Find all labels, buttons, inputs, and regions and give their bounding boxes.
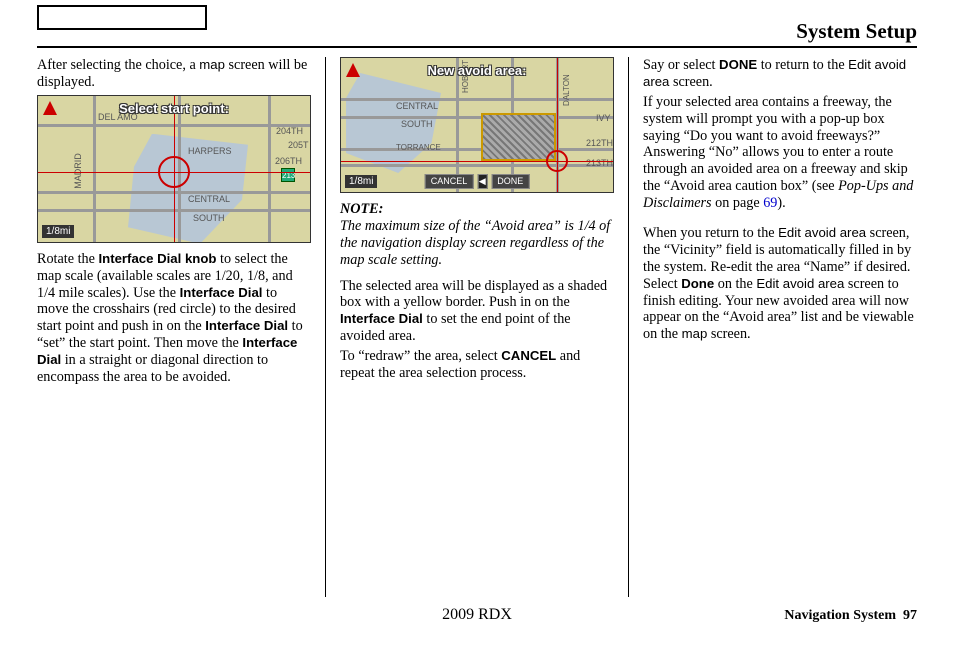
ui-term-map: map bbox=[682, 326, 708, 341]
ui-term-knob: Interface Dial knob bbox=[98, 251, 216, 266]
street-label: 213TH bbox=[586, 158, 613, 168]
column-separator bbox=[325, 57, 326, 597]
road bbox=[93, 96, 96, 242]
text: Say or select bbox=[643, 57, 719, 73]
col2-para-2: The selected area will be displayed as a… bbox=[340, 278, 614, 346]
hwy-shield: 213 bbox=[281, 168, 295, 182]
scale-indicator: 1/8mi bbox=[42, 225, 74, 238]
scale-indicator: 1/8mi bbox=[345, 175, 377, 188]
map-cancel-chip: CANCEL bbox=[425, 174, 474, 189]
ui-term-done: Done bbox=[681, 276, 714, 291]
text: When you return to the bbox=[643, 225, 778, 241]
street-label: HARPERS bbox=[188, 146, 232, 156]
avoid-area-box bbox=[481, 113, 556, 161]
page-title: System Setup bbox=[796, 19, 917, 44]
road bbox=[341, 164, 613, 167]
map-screenshot-new-avoid: CENTRAL SOUTH TORRANCE HOBART DALTON IVY… bbox=[340, 57, 614, 193]
ui-term-edit-avoid: Edit avoid area bbox=[756, 276, 844, 291]
street-label: IVY bbox=[596, 113, 611, 123]
col2-para-3: To “redraw” the area, select CANCEL and … bbox=[340, 348, 614, 382]
street-label: SOUTH bbox=[193, 213, 225, 223]
street-label: 212TH bbox=[586, 138, 613, 148]
text: to return to the bbox=[757, 57, 848, 73]
text: To “redraw” the area, select bbox=[340, 348, 501, 364]
note-block: NOTE: The maximum size of the “Avoid are… bbox=[340, 201, 614, 269]
street-label: 204TH bbox=[276, 126, 303, 136]
note-body: The maximum size of the “Avoid area” is … bbox=[340, 218, 610, 268]
ui-term-done: DONE bbox=[719, 57, 757, 72]
column-1: After selecting the choice, a map screen… bbox=[37, 57, 311, 597]
ui-term-dial: Interface Dial bbox=[180, 285, 263, 300]
text: After selecting the choice, a bbox=[37, 57, 199, 73]
map-arrow-chip: ◀ bbox=[477, 174, 487, 189]
north-arrow-icon bbox=[346, 63, 360, 77]
text: screen. bbox=[669, 74, 712, 90]
column-3: Say or select DONE to return to the Edit… bbox=[643, 57, 917, 597]
ui-term-cancel: CANCEL bbox=[501, 348, 556, 363]
street-label: 206TH bbox=[275, 156, 302, 166]
ui-term-dial: Interface Dial bbox=[205, 318, 288, 333]
crosshair-icon bbox=[158, 156, 190, 188]
ui-term-edit-avoid: Edit avoid area bbox=[778, 225, 866, 240]
road bbox=[341, 116, 613, 119]
street-label: MADRID bbox=[73, 153, 83, 189]
column-2: CENTRAL SOUTH TORRANCE HOBART DALTON IVY… bbox=[340, 57, 614, 597]
ui-term-dial: Interface Dial bbox=[340, 311, 423, 326]
ui-term-map: map bbox=[199, 57, 225, 72]
text: on page bbox=[712, 195, 764, 211]
col1-para-1: After selecting the choice, a map screen… bbox=[37, 57, 311, 91]
map-caption: New avoid area: bbox=[428, 63, 527, 78]
road bbox=[268, 96, 271, 242]
map-screenshot-select-start: DEL AMO HARPERS CENTRAL SOUTH 204TH 205T… bbox=[37, 95, 311, 243]
text: The selected area will be displayed as a… bbox=[340, 278, 607, 311]
text: ). bbox=[777, 195, 785, 211]
col3-para-1: Say or select DONE to return to the Edit… bbox=[643, 57, 917, 91]
north-arrow-icon bbox=[43, 101, 57, 115]
map-done-chip: DONE bbox=[491, 174, 529, 189]
road bbox=[341, 98, 613, 101]
top-empty-box bbox=[37, 5, 207, 30]
page-link[interactable]: 69 bbox=[763, 195, 777, 211]
content-columns: After selecting the choice, a map screen… bbox=[37, 57, 917, 597]
street-label: CENTRAL bbox=[396, 101, 438, 111]
text: on the bbox=[714, 276, 756, 292]
text: in a straight or diagonal direction to e… bbox=[37, 352, 268, 385]
column-separator bbox=[628, 57, 629, 597]
street-label: 205T bbox=[288, 140, 309, 150]
map-button-row: CANCEL ◀ DONE bbox=[425, 174, 530, 189]
note-label: NOTE: bbox=[340, 201, 383, 217]
street-label: CENTRAL bbox=[188, 194, 230, 204]
street-label: TORRANCE bbox=[396, 143, 441, 152]
road bbox=[341, 148, 613, 151]
map-caption: Select start point: bbox=[119, 101, 229, 116]
page-number: 97 bbox=[903, 608, 917, 623]
footer-right: Navigation System 97 bbox=[784, 608, 917, 624]
header-rule bbox=[37, 46, 917, 48]
text: Rotate the bbox=[37, 251, 98, 267]
text: screen. bbox=[707, 326, 750, 342]
crosshair-icon bbox=[546, 150, 568, 172]
street-label: DALTON bbox=[562, 74, 571, 106]
col3-para-2: If your selected area contains a freeway… bbox=[643, 94, 917, 212]
street-label: SOUTH bbox=[401, 119, 433, 129]
footer-section-label: Navigation System bbox=[784, 608, 896, 623]
col3-para-3: When you return to the Edit avoid area s… bbox=[643, 225, 917, 343]
col1-para-2: Rotate the Interface Dial knob to select… bbox=[37, 251, 311, 386]
